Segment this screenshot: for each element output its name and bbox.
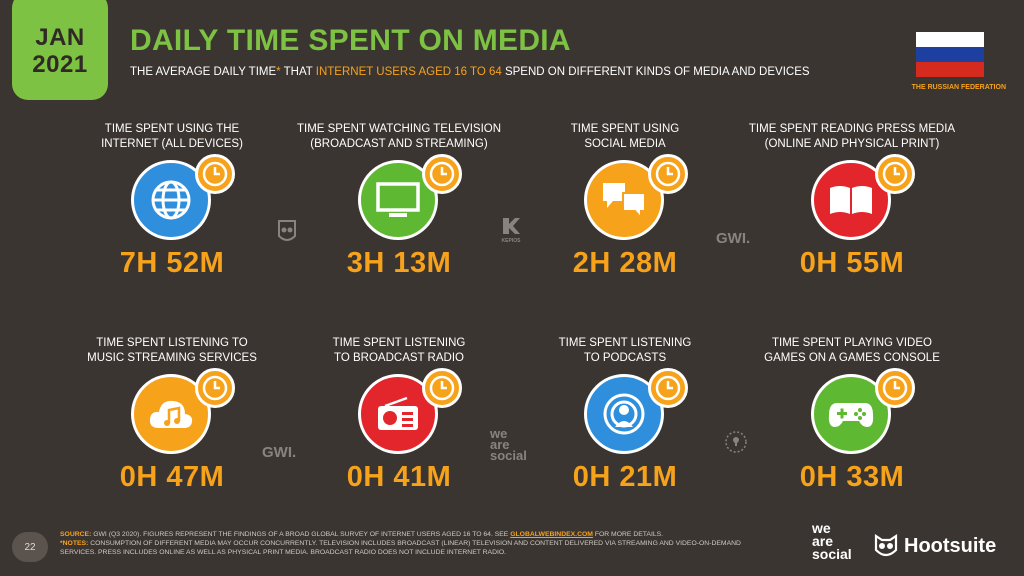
stat-value: 0H 33M	[799, 461, 905, 493]
page-subtitle: THE AVERAGE DAILY TIME* THAT INTERNET US…	[130, 66, 810, 78]
stat-label: TIME SPENT LISTENING TO MUSIC STREAMING S…	[87, 337, 257, 364]
subtitle-asterisk: *	[276, 66, 281, 78]
stat-label: TIME SPENT PLAYING VIDEO GAMES ON A GAMES…	[764, 337, 940, 364]
gwi-logo-bottom: GWI.	[262, 444, 297, 461]
notes-label: *NOTES:	[60, 540, 89, 547]
badge-month: JAN	[35, 24, 85, 51]
page-number: 22	[12, 532, 48, 562]
page-title: DAILY TIME SPENT ON MEDIA	[130, 24, 571, 57]
globe-icon	[151, 180, 191, 220]
stat-value: 7H 52M	[119, 247, 225, 279]
music-cloud-icon	[149, 400, 193, 428]
radio-icon	[378, 396, 418, 430]
source-link[interactable]: GLOBALWEBINDEX.COM	[510, 531, 593, 538]
stat-icon-circle	[811, 374, 891, 454]
we-are-social-logo: we are social	[812, 520, 852, 562]
stat-icon-circle	[131, 160, 211, 240]
stat-label: TIME SPENT USING THE INTERNET (ALL DEVICE…	[101, 123, 243, 150]
clock-icon	[648, 154, 688, 194]
date-badge: JAN 2021	[12, 0, 108, 100]
subtitle-text-3: SPEND ON DIFFERENT KINDS OF MEDIA AND DE…	[501, 66, 810, 78]
footer-notes: SOURCE: GWI (Q3 2020). FIGURES REPRESENT…	[60, 530, 760, 557]
stat-label: TIME SPENT USING SOCIAL MEDIA	[570, 123, 680, 150]
clock-icon	[875, 154, 915, 194]
clock-icon	[195, 154, 235, 194]
stat-label: TIME SPENT LISTENING TO BROADCAST RADIO	[332, 337, 466, 364]
gamepad-icon	[828, 403, 874, 427]
kepios-text: KEPIOS	[501, 238, 521, 244]
stat-label: TIME SPENT READING PRESS MEDIA (ONLINE AN…	[748, 123, 956, 150]
stat-value: 3H 13M	[346, 247, 452, 279]
chat-bubbles-icon	[603, 183, 646, 221]
clock-icon	[422, 154, 462, 194]
clock-icon	[875, 368, 915, 408]
clock-icon	[195, 368, 235, 408]
stat-icon-circle	[131, 374, 211, 454]
stat-value: 2H 28M	[572, 247, 678, 279]
kepios-logo: KEPIOS	[500, 216, 522, 244]
lightbulb-logo-icon	[724, 430, 748, 459]
podcast-icon	[603, 393, 645, 435]
source-label: SOURCE:	[60, 531, 92, 538]
gwi-logo-top: GWI.	[716, 230, 751, 247]
owl-logo-icon	[276, 218, 298, 249]
clock-icon	[648, 368, 688, 408]
russia-flag-icon	[916, 32, 984, 77]
subtitle-highlight: INTERNET USERS AGED 16 TO 64	[315, 66, 502, 78]
hootsuite-owl-icon	[874, 533, 898, 557]
stat-value: 0H 47M	[119, 461, 225, 493]
source-text: GWI (Q3 2020). FIGURES REPRESENT THE FIN…	[91, 531, 511, 538]
stat-value: 0H 55M	[799, 247, 905, 279]
subtitle-text: THE AVERAGE DAILY TIME	[130, 66, 277, 78]
tv-icon	[376, 182, 420, 217]
hootsuite-logo: Hootsuite	[872, 532, 996, 560]
stat-label: TIME SPENT WATCHING TELEVISION (BROADCAST…	[296, 123, 502, 150]
hootsuite-text: Hootsuite	[904, 534, 997, 557]
book-icon	[830, 186, 872, 214]
subtitle-text-2: THAT	[280, 66, 316, 78]
stat-label: TIME SPENT LISTENING TO PODCASTS	[558, 337, 692, 364]
stat-value: 0H 21M	[572, 461, 678, 493]
source-tail: FOR MORE DETAILS.	[592, 531, 664, 538]
stat-icon-circle	[584, 374, 664, 454]
stat-value: 0H 41M	[346, 461, 452, 493]
notes-text: CONSUMPTION OF DIFFERENT MEDIA MAY OCCUR…	[60, 540, 741, 556]
clock-icon	[422, 368, 462, 408]
country-label: THE RUSSIAN FEDERATION	[911, 84, 1006, 91]
badge-year: 2021	[32, 51, 88, 78]
we-are-social-watermark: we are social	[490, 426, 527, 463]
